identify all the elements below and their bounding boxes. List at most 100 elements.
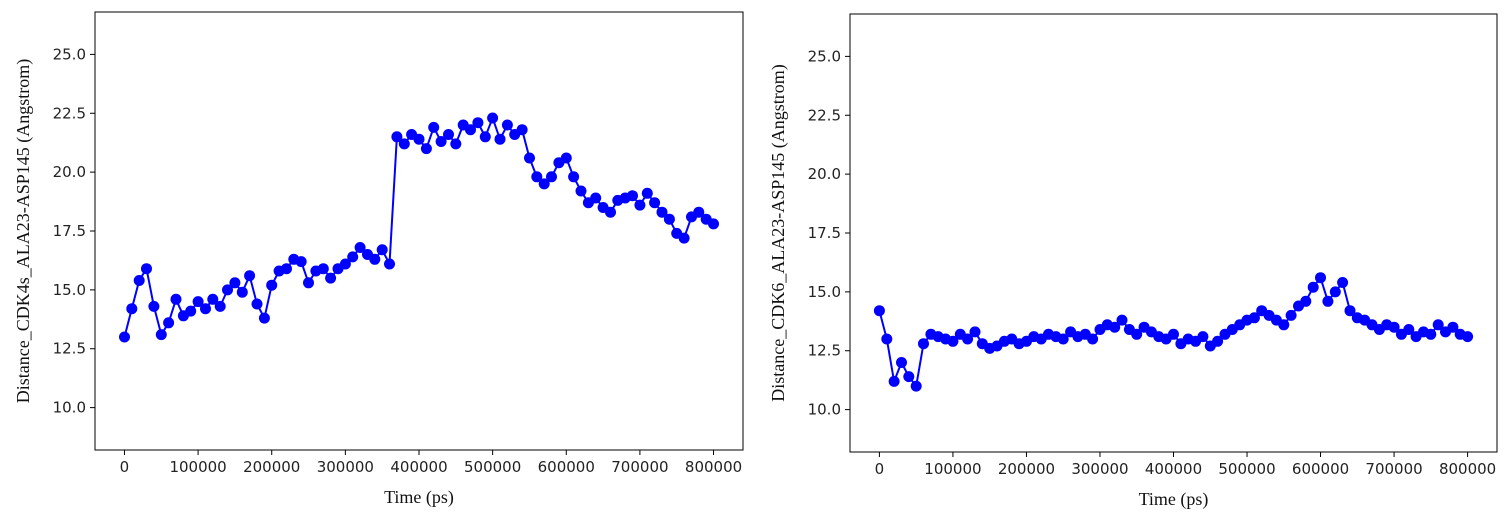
data-point <box>1337 277 1349 288</box>
data-point <box>1197 331 1209 343</box>
y-tick-label: 10.0 <box>53 399 86 417</box>
data-point <box>428 121 440 133</box>
data-point <box>903 371 915 383</box>
data-point <box>1329 286 1341 298</box>
x-tick-label: 300000 <box>1071 460 1128 478</box>
x-tick-label: 600000 <box>1292 460 1349 478</box>
data-point <box>962 333 974 345</box>
plot-frame <box>94 11 744 451</box>
data-point <box>708 218 719 230</box>
data-point <box>200 303 211 315</box>
y-tick-label: 20.0 <box>53 163 86 181</box>
data-point <box>229 277 241 289</box>
data-point <box>148 300 160 312</box>
data-point <box>1322 295 1334 307</box>
data-point <box>479 131 491 143</box>
x-tick-label: 500000 <box>1218 460 1275 478</box>
data-point <box>376 244 388 256</box>
data-point <box>918 338 929 350</box>
data-point <box>1212 335 1224 347</box>
data-point <box>1462 331 1474 343</box>
data-point <box>910 380 922 392</box>
data-point <box>317 263 329 275</box>
data-point <box>465 124 476 136</box>
y-tick-label: 10.0 <box>808 401 841 419</box>
data-point <box>472 117 484 129</box>
x-tick-label: 0 <box>875 460 885 478</box>
y-axis-label: Distance_CDK6_ALA23-ASP145 (Angstrom) <box>768 64 789 401</box>
data-point <box>303 277 314 289</box>
data-point <box>531 171 543 183</box>
y-tick-label: 12.5 <box>53 340 86 358</box>
data-point <box>391 131 403 143</box>
data-point <box>1248 312 1260 324</box>
data-point <box>1307 281 1319 293</box>
data-point <box>413 133 425 145</box>
data-point <box>649 197 661 209</box>
data-point <box>663 213 675 225</box>
data-point <box>575 185 587 197</box>
data-point <box>1131 328 1143 340</box>
data-point <box>398 138 410 150</box>
y-tick-label: 17.5 <box>808 224 841 242</box>
data-point <box>1344 305 1356 317</box>
x-tick-label: 700000 <box>1365 460 1422 478</box>
data-point <box>339 258 351 270</box>
data-point <box>947 335 959 347</box>
data-point <box>1087 333 1099 345</box>
data-point <box>590 192 602 204</box>
data-point <box>634 199 646 211</box>
data-point <box>678 232 690 244</box>
y-tick-label: 22.5 <box>53 104 86 122</box>
chart-panel-2: 0 100000 200000 300000 400000 500000 600000 700… <box>768 13 1498 510</box>
chart-panel-1: 0 100000 200000 300000 400000 500000 600000 700… <box>13 11 744 508</box>
data-point <box>1447 321 1459 333</box>
data-point <box>420 143 432 155</box>
data-point <box>627 190 638 202</box>
data-point <box>881 333 893 345</box>
y-tick-label: 25.0 <box>53 45 86 63</box>
data-point <box>222 284 233 296</box>
data-point <box>969 326 981 338</box>
data-point <box>295 256 307 268</box>
data-point <box>501 119 513 131</box>
data-point <box>133 275 145 286</box>
x-tick-label: 200000 <box>998 460 1055 478</box>
x-tick-label: 300000 <box>317 458 374 476</box>
data-point <box>538 178 550 190</box>
data-point <box>258 312 270 324</box>
data-point <box>641 187 653 199</box>
data-point <box>524 152 535 164</box>
data-point <box>1109 321 1121 333</box>
x-tick-label: 500000 <box>464 458 521 476</box>
data-point <box>693 206 705 218</box>
data-point <box>1403 324 1415 335</box>
x-axis-label: Time (ps) <box>1139 489 1209 510</box>
y-tick-label: 15.0 <box>808 283 841 301</box>
data-point <box>207 293 219 305</box>
data-point <box>1425 328 1437 340</box>
data-point <box>369 253 381 265</box>
y-tick-label: 20.0 <box>808 165 841 183</box>
data-point <box>266 279 278 291</box>
data-point <box>494 133 506 145</box>
data-point <box>244 270 256 282</box>
data-point <box>1168 328 1179 340</box>
data-point <box>1315 272 1326 284</box>
data-point <box>251 298 263 310</box>
data-point <box>1057 333 1069 345</box>
y-tick-label: 22.5 <box>808 106 841 124</box>
data-point <box>126 303 138 315</box>
data-point <box>1116 314 1128 326</box>
data-point <box>384 258 395 270</box>
data-point <box>185 305 197 317</box>
x-tick-label: 100000 <box>924 460 981 478</box>
data-point <box>546 171 557 183</box>
data-point <box>873 305 885 317</box>
x-tick-label: 700000 <box>611 458 668 476</box>
x-tick-label: 400000 <box>390 458 447 476</box>
data-point <box>155 329 167 341</box>
data-point <box>281 263 292 275</box>
data-point <box>656 206 668 218</box>
